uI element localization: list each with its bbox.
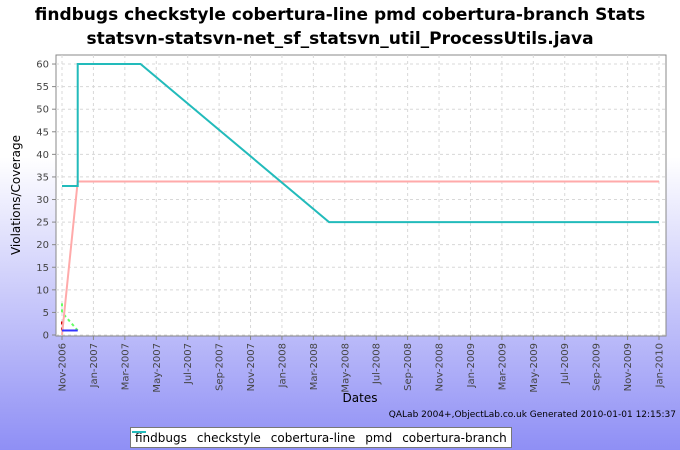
x-tick-label: Jul-2009	[560, 343, 571, 385]
footer: QALab 2004+,ObjectLab.co.uk Generated 20…	[388, 410, 676, 420]
x-tick-label: Sep-2009	[592, 343, 603, 391]
x-tick-label: Jan-2009	[466, 343, 477, 388]
y-tick-label: 45	[36, 127, 49, 138]
x-tick-label: Sep-2007	[215, 343, 226, 391]
legend-swatch	[132, 431, 146, 433]
x-tick-label: May-2007	[152, 343, 163, 393]
x-tick-label: Nov-2007	[246, 343, 257, 391]
x-tick-label: Mar-2009	[497, 343, 508, 390]
x-tick-label: Nov-2009	[623, 343, 634, 391]
series-line	[62, 63, 659, 224]
x-tick-label: Jan-2008	[277, 343, 288, 388]
y-tick-label: 20	[36, 240, 49, 251]
y-tick-label: 10	[36, 285, 49, 296]
y-tick-label: 5	[43, 308, 49, 319]
x-tick-label: Jan-2007	[89, 343, 100, 388]
x-tick-label: Nov-2008	[435, 343, 446, 391]
legend-label: cobertura-branch	[402, 430, 507, 445]
y-tick-label: 15	[36, 263, 49, 274]
y-tick-label: 50	[36, 105, 49, 116]
x-tick-label: May-2009	[529, 343, 540, 393]
y-tick-label: 25	[36, 218, 49, 229]
y-tick-label: 0	[43, 331, 49, 342]
x-tick-label: Sep-2008	[403, 343, 414, 391]
x-tick-label: Jul-2007	[183, 343, 194, 385]
y-axis-label: Violations/Coverage	[9, 135, 23, 255]
legend-label: checkstyle	[196, 430, 261, 445]
legend: findbugs checkstyle cobertura-line pmd cober…	[130, 427, 512, 448]
series-line	[61, 303, 79, 332]
legend-item: cobertura-line	[132, 430, 356, 445]
legend-label: pmd	[365, 430, 393, 445]
plot-area	[55, 54, 667, 337]
x-tick-label: Mar-2007	[120, 343, 131, 390]
legend-label: findbugs	[135, 430, 187, 445]
y-tick-label: 35	[36, 172, 49, 183]
legend-label: cobertura-line	[270, 430, 356, 445]
y-tick-label: 60	[36, 60, 49, 71]
x-tick-label: Jan-2010	[655, 343, 666, 388]
legend-item: pmd	[132, 430, 393, 445]
x-axis-label: Dates	[343, 391, 378, 405]
y-tick-label: 40	[36, 150, 49, 161]
x-tick-label: Nov-2006	[58, 343, 69, 391]
x-tick-label: Jul-2008	[372, 343, 383, 385]
chart-title: findbugs checkstyle cobertura-line pmd c…	[34, 5, 646, 49]
x-tick-label: Mar-2008	[309, 343, 320, 390]
x-tick-label: May-2008	[340, 343, 351, 393]
y-tick-label: 30	[36, 195, 49, 206]
legend-item: checkstyle	[132, 430, 261, 445]
legend-item: cobertura-branch	[132, 430, 507, 445]
y-tick-label: 55	[36, 82, 49, 93]
